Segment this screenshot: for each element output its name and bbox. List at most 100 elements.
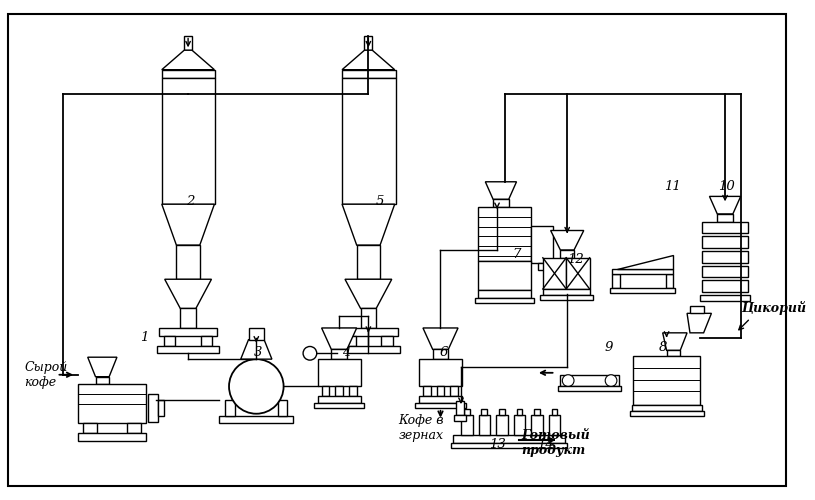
Text: 13: 13 [489, 438, 505, 452]
Text: Кофе в
зернах: Кофе в зернах [399, 414, 443, 442]
Bar [157, 346, 219, 354]
Bar [200, 336, 213, 345]
Bar [339, 328, 398, 336]
Bar [322, 386, 329, 396]
Polygon shape [710, 196, 741, 214]
Text: Готовый
продукт: Готовый продукт [522, 429, 590, 457]
Bar [702, 236, 748, 248]
Bar [690, 306, 703, 314]
Bar [517, 409, 522, 414]
Polygon shape [551, 230, 584, 250]
Bar [161, 78, 215, 204]
Polygon shape [88, 357, 117, 376]
Bar [558, 386, 621, 392]
Bar [612, 268, 673, 274]
Bar [364, 36, 372, 50]
Bar [419, 359, 462, 386]
Text: 2: 2 [186, 195, 194, 208]
Bar [360, 308, 377, 328]
Bar [667, 350, 681, 356]
Bar [148, 394, 158, 421]
Text: 10: 10 [718, 180, 734, 193]
Bar [543, 289, 589, 295]
Bar [534, 409, 540, 414]
Text: Цикорий: Цикорий [741, 302, 806, 316]
Text: 14: 14 [537, 438, 554, 452]
Bar [453, 435, 566, 443]
Bar [531, 414, 543, 435]
Bar [566, 258, 589, 289]
Bar [433, 350, 448, 359]
Bar [552, 409, 557, 414]
Circle shape [229, 359, 284, 414]
Bar [461, 414, 473, 435]
Bar [126, 424, 141, 433]
Bar [176, 245, 200, 279]
Bar [702, 222, 748, 234]
Bar [349, 386, 357, 396]
Bar [161, 70, 215, 78]
Bar [610, 288, 676, 293]
Bar [666, 274, 673, 288]
Bar [478, 290, 531, 298]
Bar [482, 409, 487, 414]
Bar [225, 400, 235, 415]
Bar [95, 376, 109, 384]
Bar [423, 386, 431, 396]
Bar [478, 207, 531, 260]
Text: 6: 6 [439, 346, 447, 359]
Bar [540, 295, 593, 300]
Text: 5: 5 [376, 195, 384, 208]
Text: 9: 9 [605, 341, 613, 354]
Bar [180, 308, 196, 328]
Circle shape [606, 374, 617, 386]
Bar [342, 78, 395, 204]
Bar [78, 384, 146, 424]
Circle shape [303, 346, 317, 360]
Bar [700, 295, 751, 300]
Bar [464, 409, 469, 414]
Polygon shape [663, 333, 687, 350]
Bar [344, 336, 355, 345]
Bar [702, 251, 748, 262]
Bar [415, 403, 466, 408]
Polygon shape [423, 328, 458, 349]
Bar [632, 405, 702, 411]
Bar [717, 214, 733, 222]
Polygon shape [342, 204, 394, 245]
Bar [419, 396, 462, 403]
Bar [318, 359, 360, 386]
Bar [561, 250, 574, 258]
Text: 1: 1 [140, 331, 148, 344]
Text: 3: 3 [254, 346, 262, 359]
Bar [493, 200, 509, 207]
Bar [278, 400, 288, 415]
Polygon shape [617, 255, 673, 268]
Text: 11: 11 [664, 180, 681, 193]
Bar [629, 411, 703, 416]
Bar [184, 36, 192, 50]
Text: Сырой
кофе: Сырой кофе [24, 360, 68, 388]
Bar [158, 400, 164, 415]
Text: 8: 8 [659, 341, 667, 354]
Bar [337, 346, 399, 354]
Bar [437, 386, 444, 396]
Bar [513, 414, 526, 435]
Bar [548, 414, 561, 435]
Bar [314, 403, 364, 408]
Bar [381, 336, 393, 345]
Polygon shape [687, 314, 711, 333]
Bar [531, 226, 553, 262]
Bar [249, 328, 264, 340]
Bar [332, 350, 347, 359]
Polygon shape [342, 50, 394, 70]
Bar [450, 386, 458, 396]
Bar [633, 356, 700, 405]
Bar [452, 443, 567, 448]
Bar [612, 274, 620, 288]
Bar [543, 258, 566, 289]
Bar [478, 414, 490, 435]
Polygon shape [322, 328, 357, 349]
Bar [318, 396, 360, 403]
Bar [702, 280, 748, 292]
